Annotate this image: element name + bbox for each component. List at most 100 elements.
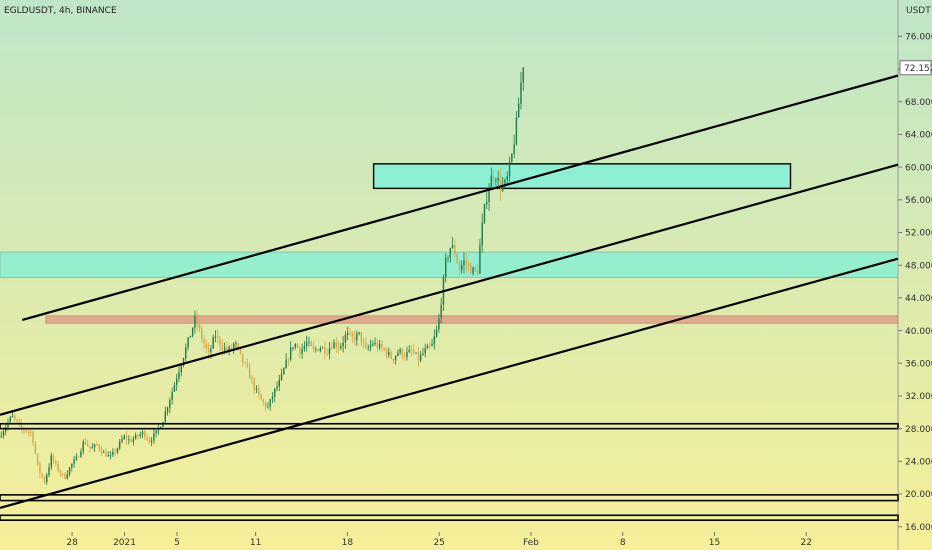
candle[interactable]	[410, 344, 413, 357]
candle[interactable]	[333, 339, 335, 349]
candle[interactable]	[87, 439, 89, 447]
candle[interactable]	[230, 344, 233, 349]
candle[interactable]	[342, 336, 344, 353]
channel-bottom[interactable]	[0, 257, 899, 509]
candle[interactable]	[77, 455, 80, 458]
candle[interactable]	[419, 350, 422, 363]
candle[interactable]	[198, 319, 201, 333]
candle[interactable]	[479, 238, 481, 275]
candle[interactable]	[346, 327, 349, 341]
candle[interactable]	[194, 310, 196, 334]
candle[interactable]	[137, 434, 139, 440]
candle[interactable]	[150, 436, 153, 447]
candle[interactable]	[18, 417, 21, 428]
candle[interactable]	[34, 441, 37, 455]
candle[interactable]	[312, 341, 315, 353]
candle[interactable]	[232, 341, 235, 354]
candle[interactable]	[337, 341, 340, 354]
candle[interactable]	[431, 338, 433, 347]
candle[interactable]	[365, 337, 367, 350]
candle[interactable]	[251, 374, 253, 384]
candle[interactable]	[148, 436, 151, 445]
candle[interactable]	[344, 331, 347, 349]
candle[interactable]	[260, 393, 262, 400]
candle[interactable]	[68, 466, 71, 477]
candle[interactable]	[397, 349, 399, 357]
candle[interactable]	[171, 387, 173, 405]
candle[interactable]	[52, 453, 55, 465]
candle[interactable]	[351, 330, 353, 343]
candle[interactable]	[271, 392, 274, 404]
candle[interactable]	[57, 461, 59, 473]
candle[interactable]	[376, 338, 379, 352]
candle[interactable]	[11, 412, 14, 418]
candle[interactable]	[39, 461, 41, 478]
candle[interactable]	[460, 260, 463, 274]
candle[interactable]	[292, 347, 294, 352]
candle[interactable]	[369, 339, 372, 352]
candle[interactable]	[212, 334, 214, 350]
candle[interactable]	[285, 353, 287, 369]
candle[interactable]	[406, 346, 408, 361]
candle[interactable]	[48, 463, 50, 478]
candle[interactable]	[356, 330, 358, 347]
candle[interactable]	[27, 430, 30, 437]
candle[interactable]	[353, 330, 356, 346]
candle[interactable]	[476, 263, 479, 277]
upper-cyan-box[interactable]	[372, 163, 792, 190]
candle[interactable]	[456, 251, 458, 264]
candle[interactable]	[492, 169, 495, 190]
candle[interactable]	[121, 435, 123, 444]
candle[interactable]	[447, 255, 449, 263]
candle[interactable]	[267, 402, 269, 409]
candle[interactable]	[2, 427, 5, 439]
candle[interactable]	[522, 66, 524, 91]
candle[interactable]	[239, 348, 242, 355]
candle[interactable]	[458, 259, 461, 276]
candle[interactable]	[296, 342, 299, 348]
candle[interactable]	[130, 436, 132, 443]
candle[interactable]	[61, 473, 64, 478]
candle[interactable]	[445, 253, 447, 283]
candle[interactable]	[248, 363, 251, 379]
candle[interactable]	[269, 398, 271, 411]
candle[interactable]	[467, 260, 470, 271]
candle[interactable]	[262, 398, 265, 406]
candle[interactable]	[191, 327, 194, 338]
candle[interactable]	[278, 374, 280, 392]
candle[interactable]	[303, 341, 306, 352]
candle[interactable]	[474, 265, 477, 273]
candle[interactable]	[235, 340, 237, 349]
candle[interactable]	[508, 156, 511, 183]
candle[interactable]	[385, 347, 388, 360]
candle[interactable]	[14, 413, 16, 425]
candle[interactable]	[173, 382, 176, 393]
candle[interactable]	[180, 364, 182, 377]
candle[interactable]	[324, 341, 326, 360]
candle[interactable]	[203, 335, 205, 349]
candle[interactable]	[107, 451, 110, 457]
candle[interactable]	[144, 430, 146, 441]
candle[interactable]	[255, 385, 258, 394]
salmon-band[interactable]	[45, 315, 899, 324]
candle[interactable]	[132, 436, 135, 446]
candle[interactable]	[360, 332, 363, 347]
candle[interactable]	[497, 170, 499, 188]
candle[interactable]	[470, 262, 472, 274]
candle[interactable]	[511, 152, 513, 164]
candle[interactable]	[328, 341, 331, 360]
candle[interactable]	[294, 343, 296, 350]
candle[interactable]	[513, 134, 515, 159]
candle[interactable]	[495, 177, 497, 186]
candle[interactable]	[315, 346, 317, 353]
support-19[interactable]	[0, 494, 899, 502]
candle[interactable]	[217, 329, 219, 344]
candle[interactable]	[166, 406, 169, 416]
candle[interactable]	[20, 419, 23, 434]
candle[interactable]	[454, 239, 456, 259]
candle[interactable]	[463, 252, 465, 274]
candle[interactable]	[118, 439, 121, 451]
candle[interactable]	[374, 337, 376, 347]
candle[interactable]	[399, 347, 401, 355]
candle[interactable]	[264, 400, 267, 411]
